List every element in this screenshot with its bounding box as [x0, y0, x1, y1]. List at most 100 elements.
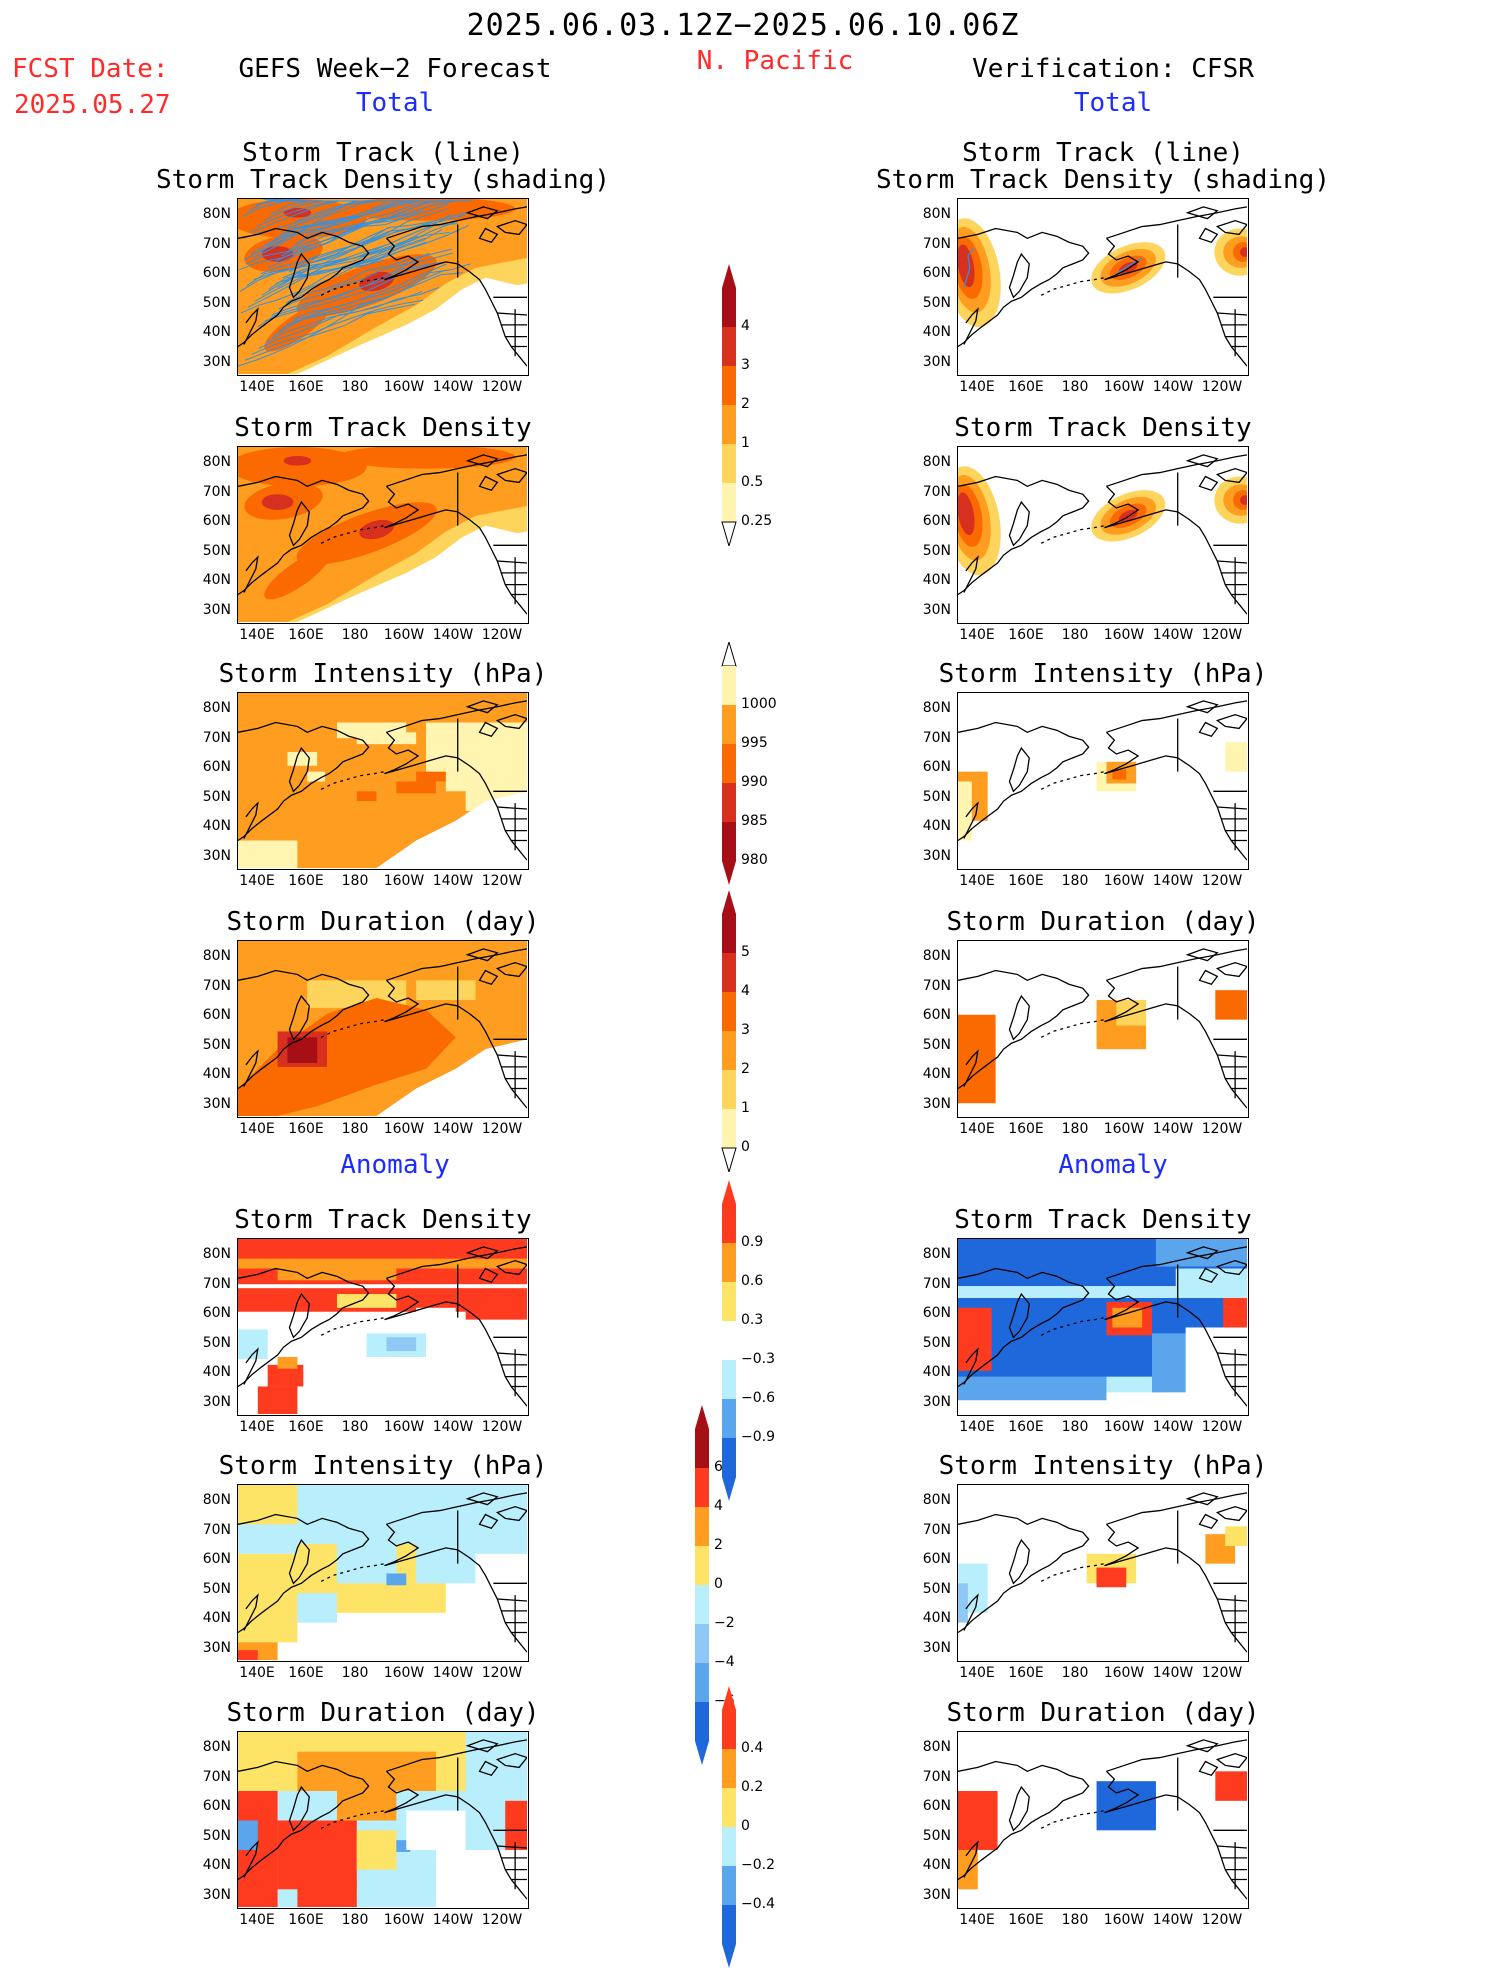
- lat-tick-label: 50N: [202, 1334, 231, 1351]
- map-panel-left-2: [237, 446, 529, 624]
- lat-tick-label: 40N: [922, 818, 951, 834]
- colorbar-intensity-label: 990: [741, 774, 768, 790]
- map-panel-right-4: [957, 940, 1249, 1118]
- lon-tick-label: 140E: [239, 1912, 275, 1928]
- lat-tick-label: 60N: [922, 265, 951, 281]
- lon-tick-label: 120W: [481, 1665, 523, 1681]
- colorbar-duration-anomaly: [722, 1686, 736, 1968]
- lon-tick-label: 120W: [481, 1121, 523, 1137]
- lat-tick-label: 30N: [922, 353, 951, 370]
- lat-tick-label: 50N: [202, 542, 231, 559]
- lon-tick-label: 160W: [383, 1121, 425, 1137]
- colorbar-density-anomaly-label: 0.3: [741, 1312, 764, 1328]
- colorbar-intensity-anomaly-label: 2: [714, 1537, 723, 1553]
- lat-tick-label: 60N: [202, 265, 231, 281]
- coastline: [958, 206, 1247, 367]
- lat-tick-label: 70N: [922, 1521, 951, 1538]
- lat-tick-label: 50N: [922, 294, 951, 311]
- panel-title-right-3: Storm Intensity (hPa): [938, 659, 1268, 689]
- lat-tick-label: 80N: [922, 1739, 951, 1755]
- lon-tick-label: 140W: [432, 1121, 474, 1137]
- colorbar-density-anomaly-label: 0.9: [741, 1234, 764, 1250]
- colorbar-intensity-anomaly: [695, 1405, 709, 1765]
- map-panel-left-5: [237, 1238, 529, 1416]
- lon-tick-label: 160E: [1008, 1419, 1044, 1435]
- lon-tick-label: 120W: [481, 627, 523, 643]
- lon-tick-label: 140W: [1152, 627, 1194, 643]
- lat-tick-label: 60N: [202, 1798, 231, 1814]
- lat-tick-label: 60N: [922, 759, 951, 775]
- lon-tick-label: 160W: [383, 1419, 425, 1435]
- map-panel-left-6: [237, 1484, 529, 1662]
- lon-tick-label: 180: [341, 627, 369, 643]
- lat-tick-label: 70N: [202, 483, 231, 500]
- lat-tick-label: 50N: [922, 542, 951, 559]
- lat-tick-label: 50N: [202, 294, 231, 311]
- colorbar-intensity-label: 995: [741, 735, 768, 751]
- right-anomaly-label: Anomaly: [1058, 1150, 1168, 1180]
- map-panel-left-1: [237, 198, 529, 376]
- lat-tick-label: 40N: [922, 1364, 951, 1380]
- colorbar-intensity-label: 1000: [741, 696, 777, 712]
- lat-tick-label: 60N: [202, 1305, 231, 1321]
- lat-tick-label: 70N: [202, 1275, 231, 1292]
- lat-tick-label: 70N: [922, 235, 951, 252]
- colorbar-density-label: 2: [741, 396, 750, 412]
- lon-tick-label: 160W: [1103, 379, 1145, 395]
- coastline: [238, 700, 527, 861]
- lat-tick-label: 60N: [922, 1551, 951, 1567]
- lon-tick-label: 140W: [432, 1419, 474, 1435]
- lon-tick-label: 140E: [959, 1665, 995, 1681]
- lon-tick-label: 160E: [1008, 1912, 1044, 1928]
- map-panel-left-3: [237, 692, 529, 870]
- lat-tick-label: 70N: [202, 729, 231, 746]
- lat-tick-label: 30N: [202, 847, 231, 864]
- coastline: [958, 1739, 1247, 1900]
- lat-tick-label: 80N: [922, 454, 951, 470]
- colorbar-duration-anomaly-label: 0.2: [741, 1779, 764, 1795]
- lat-tick-label: 50N: [202, 1580, 231, 1597]
- lon-tick-label: 120W: [1201, 1665, 1243, 1681]
- storm-track-lines: [963, 247, 1143, 288]
- panel-title-left-1-2: Storm Track Density (shading): [156, 165, 610, 195]
- lon-tick-label: 120W: [1201, 1912, 1243, 1928]
- lat-tick-label: 70N: [922, 483, 951, 500]
- colorbar-duration-label: 3: [741, 1022, 750, 1038]
- lat-tick-label: 80N: [922, 700, 951, 716]
- lon-tick-label: 160E: [1008, 873, 1044, 889]
- lon-tick-label: 140E: [239, 379, 275, 395]
- coastline: [958, 1246, 1247, 1407]
- lon-tick-label: 160E: [1008, 1121, 1044, 1137]
- lat-tick-label: 80N: [202, 948, 231, 964]
- lat-tick-label: 50N: [202, 1036, 231, 1053]
- lat-tick-label: 80N: [202, 1246, 231, 1262]
- lon-tick-label: 160W: [1103, 1121, 1145, 1137]
- colorbar-density-label: 4: [741, 318, 750, 334]
- colorbar-density-anomaly-label: −0.3: [741, 1351, 775, 1367]
- lon-tick-label: 140W: [432, 627, 474, 643]
- colorbar-density-label: 3: [741, 357, 750, 373]
- lat-tick-label: 80N: [202, 1739, 231, 1755]
- colorbar-intensity-anomaly-label: −2: [714, 1615, 735, 1631]
- right-total-label: Total: [1073, 88, 1153, 118]
- lat-tick-label: 40N: [202, 324, 231, 340]
- panel-title-right-1-1: Storm Track (line): [962, 138, 1244, 168]
- colorbar-duration-label: 0: [741, 1139, 750, 1155]
- lat-tick-label: 70N: [922, 729, 951, 746]
- lon-tick-label: 120W: [481, 379, 523, 395]
- lon-tick-label: 140W: [432, 1665, 474, 1681]
- left-total-label: Total: [355, 88, 435, 118]
- lat-tick-label: 30N: [202, 1393, 231, 1410]
- lon-tick-label: 120W: [481, 1912, 523, 1928]
- lon-tick-label: 140W: [1152, 379, 1194, 395]
- lon-tick-label: 160E: [288, 1665, 324, 1681]
- lon-tick-label: 140E: [959, 873, 995, 889]
- lon-tick-label: 120W: [1201, 379, 1243, 395]
- lon-tick-label: 140E: [239, 873, 275, 889]
- panel-title-right-6: Storm Intensity (hPa): [938, 1451, 1268, 1481]
- lon-tick-label: 160E: [1008, 1665, 1044, 1681]
- coastline: [238, 1739, 527, 1900]
- coastline: [238, 1246, 527, 1407]
- lon-tick-label: 160W: [383, 1912, 425, 1928]
- lat-tick-label: 50N: [202, 1827, 231, 1844]
